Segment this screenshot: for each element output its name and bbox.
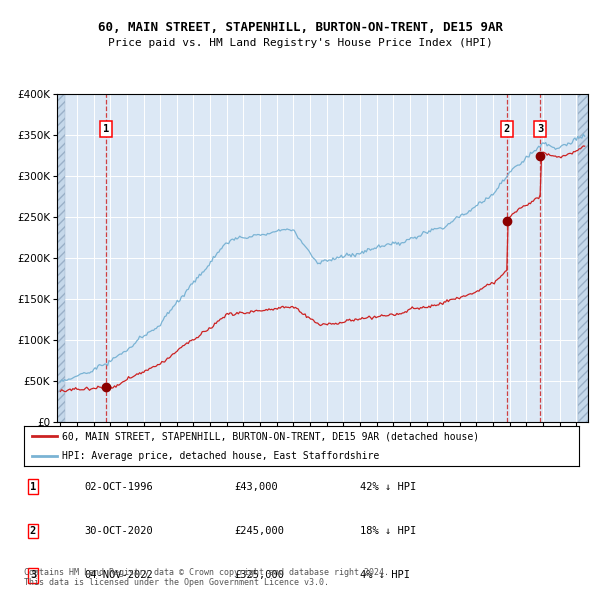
Bar	[57, 94, 65, 422]
Text: 2: 2	[30, 526, 36, 536]
Text: 18% ↓ HPI: 18% ↓ HPI	[360, 526, 416, 536]
Text: 1: 1	[30, 482, 36, 491]
Text: 4% ↓ HPI: 4% ↓ HPI	[360, 571, 410, 580]
Text: 3: 3	[30, 571, 36, 580]
Text: £43,000: £43,000	[234, 482, 278, 491]
Bar	[578, 94, 588, 422]
Text: 60, MAIN STREET, STAPENHILL, BURTON-ON-TRENT, DE15 9AR: 60, MAIN STREET, STAPENHILL, BURTON-ON-T…	[97, 21, 503, 34]
Text: Price paid vs. HM Land Registry's House Price Index (HPI): Price paid vs. HM Land Registry's House …	[107, 38, 493, 48]
Text: 2: 2	[504, 124, 510, 134]
Text: 60, MAIN STREET, STAPENHILL, BURTON-ON-TRENT, DE15 9AR (detached house): 60, MAIN STREET, STAPENHILL, BURTON-ON-T…	[62, 431, 479, 441]
Text: £245,000: £245,000	[234, 526, 284, 536]
Text: 1: 1	[103, 124, 109, 134]
Text: 02-OCT-1996: 02-OCT-1996	[84, 482, 153, 491]
Text: HPI: Average price, detached house, East Staffordshire: HPI: Average price, detached house, East…	[62, 451, 379, 461]
Text: 30-OCT-2020: 30-OCT-2020	[84, 526, 153, 536]
Text: 04-NOV-2022: 04-NOV-2022	[84, 571, 153, 580]
Text: £325,000: £325,000	[234, 571, 284, 580]
Text: 42% ↓ HPI: 42% ↓ HPI	[360, 482, 416, 491]
Text: Contains HM Land Registry data © Crown copyright and database right 2024.
This d: Contains HM Land Registry data © Crown c…	[24, 568, 389, 587]
Text: 3: 3	[537, 124, 544, 134]
